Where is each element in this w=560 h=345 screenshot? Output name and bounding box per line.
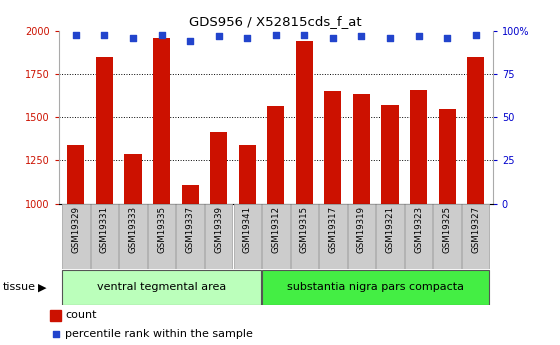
Text: GSM19333: GSM19333 <box>129 206 138 253</box>
Point <box>385 35 394 41</box>
Bar <box>210 132 227 204</box>
Point <box>214 33 223 39</box>
Bar <box>467 57 484 204</box>
Bar <box>262 270 489 305</box>
Text: GSM19337: GSM19337 <box>186 206 195 253</box>
Bar <box>91 204 118 269</box>
Text: GSM19325: GSM19325 <box>442 206 451 253</box>
Bar <box>381 105 399 204</box>
Point <box>129 35 138 41</box>
Point <box>72 32 81 37</box>
Bar <box>319 204 347 269</box>
Point <box>385 253 394 258</box>
Point <box>442 35 451 41</box>
Bar <box>67 145 85 204</box>
Bar <box>124 155 142 204</box>
Text: GSM19339: GSM19339 <box>214 206 223 253</box>
Bar <box>148 204 175 269</box>
Bar <box>438 109 456 204</box>
Point <box>243 35 252 41</box>
Bar <box>234 204 261 269</box>
Bar <box>376 204 404 269</box>
Text: GSM19315: GSM19315 <box>300 206 309 253</box>
Point <box>300 32 309 37</box>
Text: substantia nigra pars compacta: substantia nigra pars compacta <box>287 282 464 292</box>
Bar <box>205 204 232 269</box>
Bar <box>405 204 432 269</box>
Text: ▶: ▶ <box>38 282 46 292</box>
Bar <box>433 204 461 269</box>
Text: ventral tegmental area: ventral tegmental area <box>97 282 226 292</box>
Point <box>471 32 480 37</box>
Bar <box>324 90 342 204</box>
Point <box>328 35 337 41</box>
Text: GSM19312: GSM19312 <box>271 206 281 253</box>
Bar <box>62 270 261 305</box>
Text: GSM19341: GSM19341 <box>242 206 252 253</box>
Text: GSM19329: GSM19329 <box>72 206 81 253</box>
Bar <box>50 310 60 321</box>
Text: tissue: tissue <box>3 282 36 292</box>
Text: GSM19327: GSM19327 <box>471 206 480 253</box>
Bar <box>96 57 113 204</box>
Text: percentile rank within the sample: percentile rank within the sample <box>66 329 253 339</box>
Bar <box>410 90 427 204</box>
Title: GDS956 / X52815cds_f_at: GDS956 / X52815cds_f_at <box>189 16 362 29</box>
Text: GSM19319: GSM19319 <box>357 206 366 253</box>
Bar <box>153 38 170 204</box>
Bar <box>267 106 284 204</box>
Bar <box>176 204 204 269</box>
Point <box>414 33 423 39</box>
Text: GSM19335: GSM19335 <box>157 206 166 253</box>
Bar <box>239 145 256 204</box>
Text: GSM19331: GSM19331 <box>100 206 109 253</box>
Bar <box>291 204 318 269</box>
Bar <box>119 204 147 269</box>
Bar <box>296 41 313 204</box>
Point <box>357 33 366 39</box>
Text: GSM19323: GSM19323 <box>414 206 423 253</box>
Bar <box>62 204 90 269</box>
Bar <box>181 185 199 204</box>
Point <box>157 32 166 37</box>
Text: GSM19317: GSM19317 <box>328 206 338 253</box>
Text: GSM19321: GSM19321 <box>385 206 394 253</box>
Text: count: count <box>66 310 97 320</box>
Bar <box>462 204 489 269</box>
Bar <box>262 204 290 269</box>
Point <box>100 32 109 37</box>
Point <box>271 32 280 37</box>
Bar <box>353 94 370 204</box>
Point <box>186 39 195 44</box>
Bar <box>348 204 375 269</box>
